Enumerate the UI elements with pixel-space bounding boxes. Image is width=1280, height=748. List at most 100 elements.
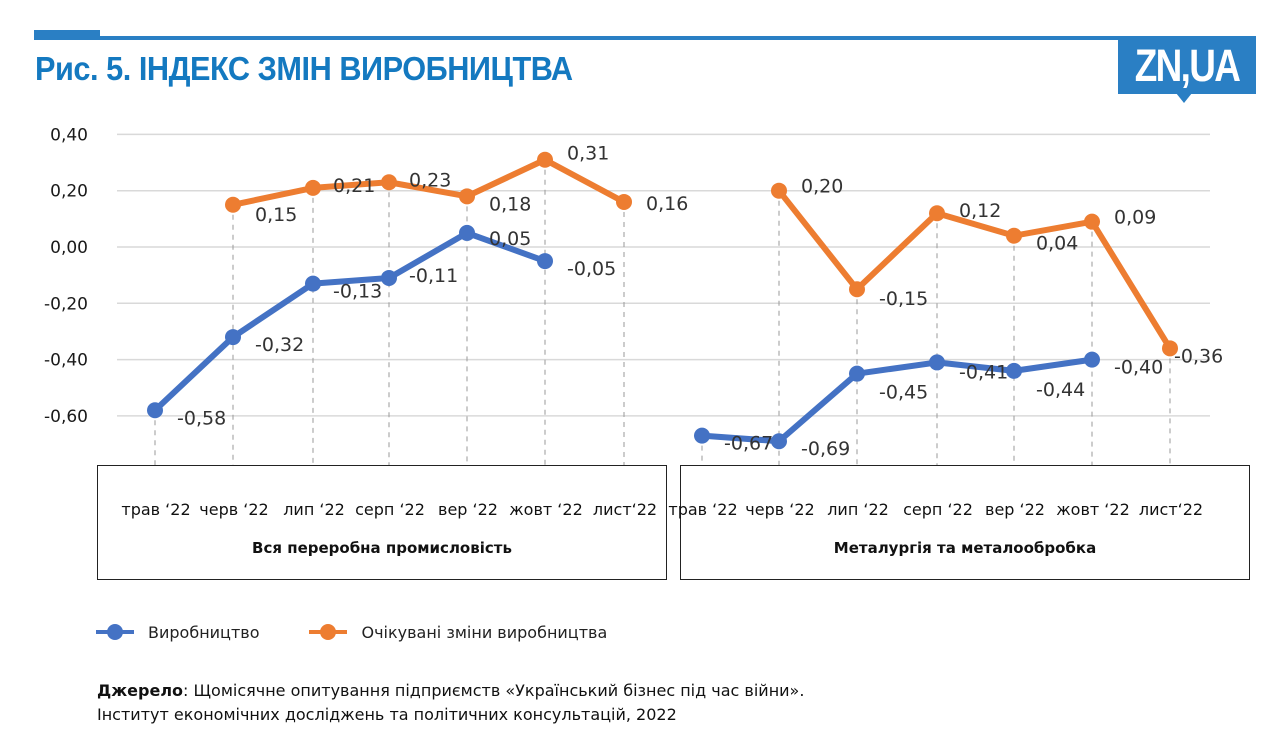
data-label: -0,58: [177, 407, 226, 429]
data-point: [537, 253, 553, 270]
source-note: Джерело: Щомісячне опитування підприємст…: [97, 679, 804, 727]
data-label: -0,45: [879, 382, 928, 404]
legend-label-expected-changes: Очікувані зміни виробництва: [361, 622, 608, 642]
x-tick-label: трав ‘22: [668, 500, 738, 519]
data-label: 0,16: [646, 193, 688, 215]
data-point: [381, 269, 397, 286]
source-label: Джерело: [97, 681, 184, 700]
data-point: [929, 354, 945, 371]
data-point: [1006, 227, 1022, 244]
data-label: -0,41: [959, 361, 1008, 383]
x-tick-label: вер ‘22: [985, 500, 1045, 519]
page-title: Рис. 5. ІНДЕКС ЗМІН ВИРОБНИЦТВА: [35, 50, 573, 87]
data-label: -0,69: [801, 438, 850, 460]
data-point: [771, 433, 787, 450]
data-label: 0,04: [1036, 233, 1078, 255]
legend: Виробництво Очікувані зміни виробництва: [96, 620, 657, 644]
data-point: [225, 196, 241, 213]
series-line-production: [699, 356, 1095, 445]
data-labels: -0,58 -0,32 -0,13 -0,11 0,05 -0,05 0,15 0,21 0,2…: [177, 143, 1223, 460]
data-label: 0,09: [1114, 207, 1156, 229]
data-point: [1162, 340, 1178, 357]
data-label: -0,05: [567, 258, 616, 280]
data-point: [459, 224, 475, 241]
legend-marker-production: [96, 622, 134, 642]
header-accent-bar: [34, 30, 100, 40]
y-axis-ticks: 0,40 0,20 0,00 -0,20 -0,40 -0,60: [44, 125, 88, 427]
data-label: -0,44: [1036, 379, 1085, 401]
series-lines: [147, 151, 1178, 450]
data-point: [1084, 351, 1100, 368]
data-label: 0,12: [959, 200, 1001, 222]
x-axis-categories: трав ‘22 черв ‘22 лип ‘22 серп ‘22 вер ‘22 жо…: [668, 500, 1249, 522]
category-box-manufacturing: трав ‘22 черв ‘22 лип ‘22 серп ‘22 вер ‘22 жо…: [97, 465, 667, 580]
group-label-manufacturing: Вся переробна промисловість: [252, 539, 512, 557]
data-label: -0,67: [724, 433, 773, 455]
data-label: 0,18: [489, 193, 531, 215]
data-label: 0,21: [333, 175, 375, 197]
logo-text: ZN,UA: [1134, 40, 1241, 91]
legend-item-production: Виробництво: [96, 622, 259, 642]
y-tick-label: 0,00: [50, 238, 88, 258]
x-tick-label: черв ‘22: [199, 500, 269, 519]
data-label: -0,32: [255, 334, 304, 356]
data-label: -0,11: [409, 265, 458, 287]
x-axis-categories: трав ‘22 черв ‘22 лип ‘22 серп ‘22 вер ‘22 жо…: [98, 500, 666, 522]
source-text: : Щомісячне опитування підприємств «Укра…: [183, 681, 805, 700]
data-point: [147, 402, 163, 419]
y-tick-label: -0,40: [44, 351, 88, 371]
x-tick-label: серп ‘22: [355, 500, 425, 519]
group-label-metallurgy: Металургія та металообробка: [833, 539, 1097, 557]
data-point: [1084, 213, 1100, 230]
data-point: [1006, 362, 1022, 379]
series-line-expected: [230, 156, 627, 208]
data-point: [305, 179, 321, 196]
y-tick-label: 0,20: [50, 182, 88, 202]
data-point: [381, 174, 397, 191]
y-tick-label: -0,20: [44, 294, 88, 314]
data-label: 0,31: [567, 143, 609, 165]
data-point: [694, 427, 710, 444]
data-label: 0,05: [489, 228, 531, 250]
legend-marker-expected-changes: [309, 622, 348, 642]
data-label: -0,13: [333, 281, 382, 303]
data-label: 0,20: [801, 176, 843, 198]
y-tick-label: -0,60: [44, 407, 88, 427]
legend-item-expected-changes: Очікувані зміни виробництва: [309, 622, 607, 642]
legend-label-production: Виробництво: [148, 622, 260, 642]
data-point: [849, 365, 865, 382]
data-point: [616, 193, 632, 210]
series-line-production: [152, 229, 548, 414]
x-tick-label: жовт ‘22: [509, 500, 583, 519]
data-point: [459, 188, 475, 205]
data-point: [537, 151, 553, 168]
header-rule: [34, 36, 1124, 40]
data-label: 0,23: [409, 169, 451, 191]
x-tick-label: вер ‘22: [438, 500, 498, 519]
data-point: [771, 182, 787, 199]
series-line-expected: [776, 187, 1173, 352]
x-tick-label: лист‘22: [592, 500, 658, 519]
y-tick-label: 0,40: [50, 125, 88, 145]
source-line-1: Джерело: Щомісячне опитування підприємст…: [97, 679, 804, 703]
x-tick-label: лип ‘22: [283, 500, 345, 519]
data-label: -0,40: [1114, 357, 1163, 379]
data-label: -0,36: [1174, 345, 1223, 367]
data-label: -0,15: [879, 288, 928, 310]
data-point: [305, 275, 321, 292]
gridlines: [117, 133, 1210, 417]
data-point: [849, 281, 865, 298]
logo-speech-tail: [1176, 93, 1192, 103]
category-box-metallurgy: трав ‘22 черв ‘22 лип ‘22 серп ‘22 вер ‘22 жо…: [668, 465, 1250, 580]
x-tick-label: лип ‘22: [827, 500, 889, 519]
x-tick-label: черв ‘22: [745, 500, 815, 519]
x-tick-label: трав ‘22: [121, 500, 191, 519]
data-point: [929, 205, 945, 222]
data-point: [225, 329, 241, 346]
data-label: 0,15: [255, 204, 297, 226]
zn-ua-logo: ZN,UA: [1118, 36, 1256, 94]
source-line-2: Інститут економічних досліджень та політ…: [97, 705, 677, 724]
x-tick-label: лист‘22: [1138, 500, 1204, 519]
x-tick-label: серп ‘22: [903, 500, 973, 519]
